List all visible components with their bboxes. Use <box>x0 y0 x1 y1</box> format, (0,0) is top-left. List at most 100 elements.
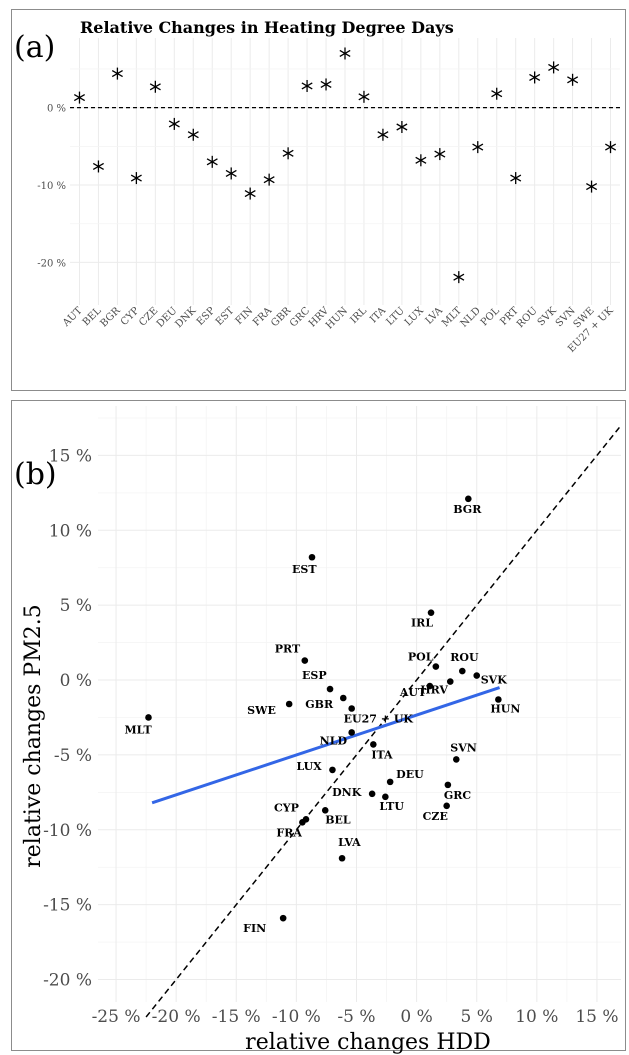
panel-a-point-stroke <box>187 131 199 139</box>
panel-b-point-label: ITA <box>371 748 393 761</box>
panel-a-point <box>510 172 522 185</box>
panel-a-point <box>320 78 332 91</box>
panel-a-point <box>472 141 484 154</box>
panel-a-x-tick-label: MLT <box>440 305 464 329</box>
panel-b-point-label: MLT <box>124 723 152 736</box>
panel-a-x-tick-label: DEU <box>155 305 180 330</box>
panel-a-point-stroke <box>339 49 351 58</box>
panel-a-grid <box>70 38 620 305</box>
panel-b-point-label: FIN <box>243 922 266 935</box>
panel-b-x-tick-label: 0 % <box>400 1007 432 1027</box>
panel-a-point-stroke <box>263 176 275 184</box>
panel-b-point-label: BEL <box>325 813 351 826</box>
panel-b-y-tick-label: 10 % <box>49 521 92 541</box>
panel-b-x-tick-label: -10 % <box>272 1007 321 1027</box>
panel-a-point <box>168 117 180 130</box>
panel-b-point <box>339 694 347 702</box>
panel-b-point-label: LTU <box>379 800 404 813</box>
panel-b-point-label: GRC <box>444 789 472 802</box>
panel-b-point-label: NLD <box>320 734 348 747</box>
panel-b-x-ticks: -25 % -20 % -15 % -10 % -5 % 0 % 5 % 10 % 15 % <box>92 1007 619 1027</box>
panel-b-point <box>338 854 346 862</box>
panel-a-point-stroke <box>567 76 579 84</box>
panel-b-point-label: FRA <box>276 826 302 839</box>
panel-b-point <box>446 678 454 685</box>
panel-b-point-label: ESP <box>302 669 327 682</box>
panel-b-point-label: AUT <box>399 686 427 699</box>
panel-a: 0 % -10 % -20 % AUTBELBGRCYPCZEDEUDNKESPES… <box>11 9 626 391</box>
panel-a-y-tick-label: -20 % <box>37 258 66 269</box>
panel-b-label: (b) <box>14 457 57 492</box>
panel-a-x-tick-label: IRL <box>348 305 369 326</box>
panel-b-point <box>426 682 434 690</box>
panel-a-label: (a) <box>14 30 55 65</box>
panel-b-x-tick-label: -5 % <box>337 1007 375 1027</box>
panel-b-point <box>432 663 440 670</box>
panel-b-point-label: POL <box>408 651 434 664</box>
panel-a-point <box>415 154 427 167</box>
panel-b-y-tick-label: -5 % <box>54 746 92 766</box>
panel-b-point-label: LUX <box>296 760 322 773</box>
panel-b-x-axis-label: relative changes HDD <box>245 1030 491 1055</box>
panel-b-y-tick-label: 5 % <box>60 596 92 616</box>
panel-b-y-tick-label: -15 % <box>43 896 92 916</box>
panel-b-point-label: SVN <box>450 741 477 754</box>
panel-b-point <box>495 696 502 703</box>
panel-b-point-label: CZE <box>423 810 448 823</box>
panel-b-x-tick-label: 10 % <box>515 1007 558 1027</box>
panel-b-point <box>321 807 329 814</box>
panel-b-x-tick-label: 15 % <box>575 1007 618 1027</box>
panel-b-point-label: DEU <box>396 768 424 781</box>
panel-b-point <box>443 802 450 810</box>
panel-a-point-stroke <box>453 273 465 281</box>
panel-b-point <box>473 672 481 679</box>
panel-a-point-stroke <box>358 93 370 101</box>
panel-a-x-tick-label: BGR <box>98 305 122 329</box>
panel-a-x-tick-label: ESP <box>195 305 218 328</box>
panel-b-point-label: ROU <box>450 651 479 664</box>
panel-b-y-axis-label: relative changes PM2.5 <box>21 604 46 867</box>
panel-b-identity-line <box>145 424 622 1018</box>
panel-a-y-tick-label: -10 % <box>37 181 66 192</box>
panel-a-point <box>567 73 579 86</box>
panel-a-title: Relative Changes in Heating Degree Days <box>80 18 454 37</box>
panel-a-point-stroke <box>510 174 522 182</box>
panel-a-x-tick-label: LUX <box>403 305 427 329</box>
panel-a-x-tick-label: GRC <box>288 305 312 329</box>
panel-b-point <box>329 766 336 774</box>
panel-b-y-tick-label: -20 % <box>43 971 92 991</box>
panel-a-y-tick-label: 0 % <box>47 104 66 115</box>
panel-b-y-ticks: 15 % 10 % 5 % 0 % -5 % -10 % -15 % -20 % <box>43 446 92 990</box>
panel-b-x-tick-label: -25 % <box>92 1007 141 1027</box>
panel-b-fit-line <box>151 686 501 805</box>
panel-a-point <box>604 141 617 154</box>
panel-a-point <box>396 121 408 133</box>
panel-a-point-stroke <box>472 143 484 151</box>
panel-a-point <box>358 90 370 103</box>
panel-a-point-stroke <box>529 73 541 82</box>
panel-a-point-stroke <box>149 83 161 91</box>
panel-b-point <box>326 685 334 693</box>
panel-a-point <box>548 61 560 74</box>
panel-a-x-tick-label: GBR <box>269 305 293 329</box>
panel-b-point <box>386 778 394 786</box>
panel-b-y-tick-label: -10 % <box>43 821 92 841</box>
panel-b-point-label: LVA <box>338 836 361 849</box>
panel-a-point-stroke <box>604 143 617 151</box>
panel-a-point-stroke <box>301 82 313 90</box>
panel-a-point-stroke <box>320 80 332 88</box>
panel-a-point-stroke <box>130 174 142 182</box>
panel-a-point-stroke <box>491 90 503 98</box>
panel-a-point-stroke <box>415 156 427 164</box>
panel-a-point-stroke <box>92 162 104 171</box>
panel-b-point-label: SWE <box>247 704 276 717</box>
panel-a-point-stroke <box>282 149 294 157</box>
panel-a-point <box>453 271 465 284</box>
panel-b-point <box>452 756 460 763</box>
panel-b-y-tick-label: 0 % <box>60 671 92 691</box>
panel-a-x-tick-label: SVK <box>536 305 559 328</box>
panel-a-point-stroke <box>73 94 86 102</box>
panel-a-x-tick-label: AUT <box>60 305 85 330</box>
